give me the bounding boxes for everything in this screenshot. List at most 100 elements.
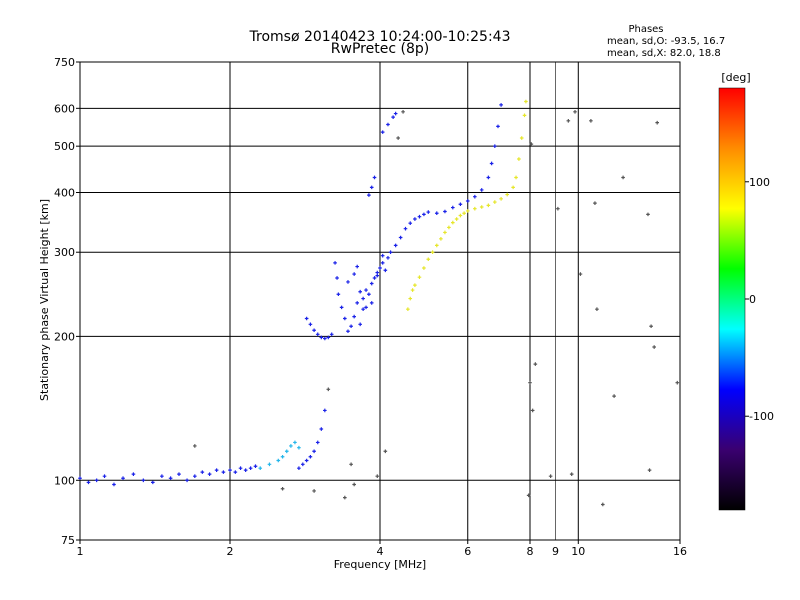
data-point bbox=[406, 307, 410, 311]
data-point bbox=[393, 111, 398, 116]
data-point bbox=[315, 440, 320, 445]
data-point bbox=[228, 468, 232, 472]
data-point bbox=[465, 209, 470, 213]
data-point bbox=[346, 329, 350, 334]
data-point bbox=[168, 476, 173, 481]
data-point bbox=[319, 427, 324, 431]
data-point bbox=[297, 466, 301, 470]
data-point bbox=[439, 237, 443, 241]
data-point bbox=[595, 307, 599, 311]
data-point bbox=[499, 103, 503, 107]
data-point bbox=[489, 161, 494, 166]
data-point bbox=[530, 408, 535, 413]
data-point bbox=[200, 470, 205, 474]
data-point bbox=[422, 212, 426, 217]
data-point bbox=[276, 458, 281, 463]
x-axis: 1 2 4 6 8 10 16 9 bbox=[77, 540, 687, 558]
data-point bbox=[319, 335, 324, 340]
data-point bbox=[312, 489, 316, 493]
data-point bbox=[86, 480, 91, 485]
data-point bbox=[369, 281, 374, 286]
data-point bbox=[372, 175, 377, 180]
data-point bbox=[355, 264, 359, 269]
data-point bbox=[297, 445, 301, 450]
data-point bbox=[121, 476, 125, 481]
data-point bbox=[462, 211, 466, 216]
data-point bbox=[193, 474, 197, 478]
x-tick-label: 16 bbox=[673, 545, 687, 558]
colorbar-tick-label: 100 bbox=[749, 176, 770, 189]
data-point bbox=[343, 316, 347, 321]
data-point bbox=[380, 253, 385, 258]
colorbar-ticks: 100 0 -100 bbox=[745, 176, 774, 423]
data-point bbox=[601, 502, 605, 507]
data-point bbox=[349, 462, 353, 467]
data-point bbox=[361, 307, 365, 311]
data-point bbox=[519, 136, 524, 140]
data-point bbox=[514, 175, 518, 180]
data-point bbox=[430, 250, 435, 255]
data-point bbox=[380, 261, 385, 265]
data-point bbox=[505, 192, 509, 197]
data-point bbox=[649, 324, 653, 329]
phase-stats-x: mean, sd,X: 82.0, 18.8 bbox=[607, 48, 721, 59]
data-point bbox=[458, 213, 463, 218]
data-point bbox=[323, 336, 327, 341]
colorbar-tick-label: -100 bbox=[749, 410, 774, 423]
data-point bbox=[312, 328, 316, 333]
data-point bbox=[352, 272, 356, 276]
data-point bbox=[408, 221, 413, 226]
series-low-height-cyan-trace bbox=[258, 440, 301, 470]
data-point bbox=[214, 468, 219, 472]
data-point bbox=[393, 243, 398, 248]
data-point bbox=[612, 394, 616, 398]
data-point bbox=[496, 124, 500, 129]
data-point bbox=[304, 316, 309, 321]
data-point bbox=[253, 464, 258, 469]
data-point bbox=[315, 332, 320, 337]
series-o-mode-trace bbox=[78, 103, 503, 487]
data-point bbox=[280, 486, 285, 491]
data-point bbox=[655, 120, 659, 125]
data-point bbox=[652, 345, 656, 349]
data-point bbox=[391, 115, 395, 119]
data-point bbox=[160, 474, 164, 478]
data-point bbox=[289, 444, 293, 448]
data-point bbox=[78, 476, 82, 481]
data-point bbox=[522, 113, 527, 118]
data-point bbox=[556, 206, 560, 211]
data-point bbox=[403, 226, 408, 231]
data-point bbox=[238, 466, 243, 470]
y-axis-label: Stationary phase Virtual Height [km] bbox=[38, 199, 51, 401]
data-point bbox=[410, 288, 415, 292]
data-point bbox=[458, 202, 463, 207]
data-point bbox=[375, 474, 380, 478]
data-point bbox=[364, 305, 368, 310]
data-point bbox=[329, 332, 334, 337]
data-point bbox=[422, 266, 426, 270]
data-point bbox=[323, 408, 327, 413]
data-point bbox=[380, 130, 385, 134]
data-point bbox=[413, 283, 417, 287]
phase-stats-o: mean, sd,O: -93.5, 16.7 bbox=[607, 36, 725, 47]
y-axis: 75 100 200 300 400 500 600 750 bbox=[54, 56, 80, 547]
y-tick-label: 200 bbox=[54, 330, 75, 343]
colorbar-tick-label: 0 bbox=[749, 293, 756, 306]
data-point bbox=[413, 217, 417, 221]
data-point bbox=[493, 200, 497, 204]
data-point bbox=[358, 289, 362, 294]
data-point bbox=[426, 210, 431, 214]
data-point bbox=[569, 472, 574, 476]
data-point bbox=[566, 119, 571, 123]
data-point bbox=[447, 225, 451, 230]
data-point bbox=[526, 493, 531, 498]
data-point bbox=[131, 472, 136, 476]
data-point bbox=[451, 220, 455, 225]
y-tick-label: 300 bbox=[54, 246, 75, 259]
x-axis-label: Frequency [MHz] bbox=[334, 558, 426, 571]
y-tick-label: 400 bbox=[54, 186, 75, 199]
data-point bbox=[326, 335, 331, 340]
data-point bbox=[343, 495, 347, 500]
data-point bbox=[112, 482, 116, 487]
y-tick-label: 100 bbox=[54, 474, 75, 487]
